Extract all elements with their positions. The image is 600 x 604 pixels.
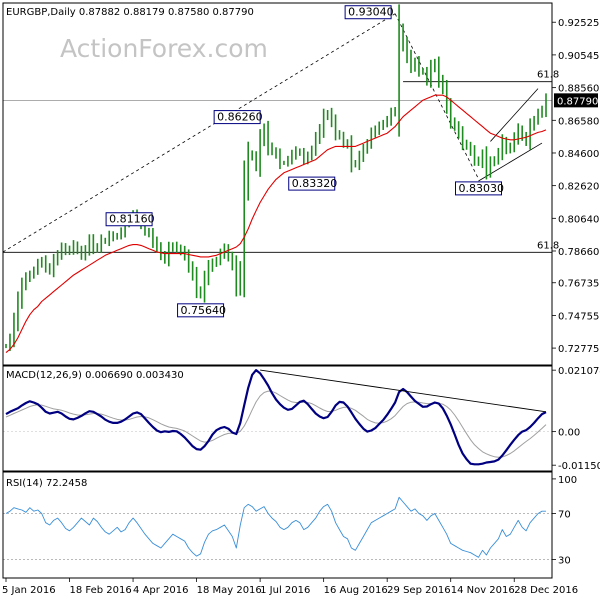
price-annotation-label: 0.93040 [348, 6, 394, 19]
price-annotation-label: 0.83320 [292, 177, 338, 190]
x-tick-label: 1 Jul 2016 [260, 585, 310, 596]
y-tick-label: 0.74755 [558, 311, 599, 322]
dashed-trendline [2, 13, 396, 253]
sma-line [5, 94, 547, 354]
dashed-trendline [394, 13, 479, 180]
rsi-title: RSI(14) 72.2458 [6, 478, 87, 489]
frame-layer [2, 2, 553, 579]
fib-label: 61.8 [537, 70, 559, 81]
price-annotation-box [177, 303, 225, 318]
x-tick-label: 18 May 2016 [197, 585, 262, 596]
fib-layer: 61.8 61.8 [2, 13, 559, 560]
x-tick-label: 29 Sep 2016 [387, 585, 450, 596]
y-tick-label: 0.72775 [558, 344, 599, 355]
price-annotation-box [213, 110, 261, 125]
panel-frame [2, 365, 553, 472]
macd-title: MACD(12,26,9) 0.006690 0.003430 [6, 370, 184, 381]
chart-background-layer: ActionForex.com EURGBP,Daily 0.87882 0.88… [6, 7, 268, 63]
channel-lower [478, 142, 543, 182]
current-price-tag [554, 93, 598, 108]
price-annotation-box [344, 5, 392, 20]
x-tick-label: 4 Apr 2016 [133, 585, 188, 596]
watermark: ActionForex.com [60, 34, 268, 63]
price-annotation-box [288, 176, 336, 191]
x-tick-label: 14 Nov 2016 [451, 585, 515, 596]
price-annotation-label: 0.86260 [217, 111, 263, 124]
y-tick-label: 0.86580 [558, 116, 599, 127]
y-tick-label: 0.92525 [558, 18, 599, 29]
current-price-label: 0.87790 [557, 96, 598, 107]
y-tick-label: 0.00 [558, 428, 580, 439]
annotation-layer: MACD(12,26,9) 0.006690 0.003430 RSI(14) 7… [6, 5, 505, 489]
price-annotation-label: 0.83030 [459, 182, 505, 195]
macd-trendline [260, 369, 547, 413]
y-tick-label: 0.88560 [558, 84, 599, 95]
series-layer [5, 4, 547, 558]
y-tick-label: 0.90545 [558, 51, 599, 62]
x-tick-label: 5 Jan 2016 [2, 585, 56, 596]
price-annotation-label: 0.75640 [181, 304, 227, 317]
y-tick-label: 0.021074 [558, 366, 600, 377]
y-tick-label: 0.84600 [558, 149, 599, 160]
axes-layer: 0.92525 0.90545 0.88560 0.86580 0.84600 0.826… [2, 18, 600, 596]
y-tick-label: 70 [558, 509, 571, 520]
panel-frame [2, 471, 553, 579]
rsi-line [5, 496, 546, 558]
x-tick-label: 28 Dec 2016 [514, 585, 578, 596]
fib-label: 61.8 [537, 240, 559, 251]
price-annotation-label: 0.81160 [109, 213, 154, 226]
y-tick-label: 0.78660 [558, 247, 599, 258]
x-tick-label: 18 Feb 2016 [70, 585, 132, 596]
y-tick-label: 0.80640 [558, 214, 599, 225]
macd-line [5, 369, 547, 466]
price-annotation-box [105, 212, 153, 227]
channel-upper [490, 88, 539, 142]
header-ohlc: EURGBP,Daily 0.87882 0.88179 0.87580 0.8… [6, 7, 254, 18]
y-tick-label: 0.82620 [558, 182, 599, 193]
y-tick-label: -0.011507 [558, 461, 600, 472]
y-tick-label: 0.76735 [558, 279, 599, 290]
y-tick-label: 100 [558, 475, 577, 486]
price-annotation-box [455, 181, 502, 196]
y-tick-label: 30 [558, 556, 571, 567]
panel-frame [2, 2, 553, 366]
x-tick-label: 16 Aug 2016 [324, 585, 388, 596]
